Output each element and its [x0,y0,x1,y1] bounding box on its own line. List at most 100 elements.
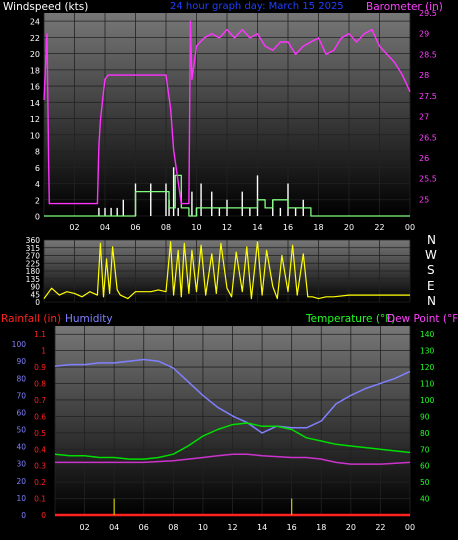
humidity-y-tick-label: 0 [21,511,26,520]
barometer-y-tick-label: 27 [419,113,429,122]
rainfall-y-tick-label: 1 [41,347,46,356]
direction-y-tick-label: 270 [26,252,41,261]
rainfall-y-tick-label: 0.8 [34,380,46,389]
chart-title: 24 hour graph day: March 15 2025 [170,1,344,12]
wind-y-tick-label: 24 [30,18,40,27]
direction-y-tick-label: 45 [30,290,40,299]
wind-x-tick-label: 08 [161,223,171,232]
humidity-y-tick-label: 20 [16,477,26,486]
temperature-y-tick-label: 140 [420,330,435,339]
rainfall-y-tick-label: 0.4 [34,445,46,454]
humidity-y-tick-label: 80 [16,374,26,383]
wind-y-tick-label: 14 [30,99,40,108]
temperature-y-tick-label: 60 [420,462,430,471]
wind-x-tick-label: 12 [222,223,232,232]
wind-y-tick-label: 0 [35,213,40,222]
barometer-line [43,20,411,205]
humidity-y-tick-label: 70 [16,391,26,400]
lower-x-tick-label: 16 [287,523,297,532]
dewpoint-line [55,453,411,465]
lower-x-tick-label: 14 [257,523,267,532]
barometer-y-tick-label: 26.5 [419,133,437,142]
wind-x-tick-label: 10 [191,223,201,232]
direction-label-s: S [427,263,435,277]
temperature-y-tick-label: 70 [420,445,430,454]
barometer-y-tick-label: 25.5 [419,175,437,184]
temperature-line [54,422,411,460]
rainfall-y-tick-label: 0.2 [34,478,46,487]
rainfall-y-tick-label: 0 [41,511,46,520]
direction-y-tick-label: 0 [35,298,40,307]
rainfall-y-tick-label: 0.6 [34,412,46,421]
humidity-y-tick-label: 10 [16,494,26,503]
temperature-axis-title: Temperature (°F) [305,313,395,325]
direction-label-e: E [427,279,435,293]
dewpoint-axis-title: Dew Point (°F) [387,313,458,325]
direction-y-tick-label: 360 [26,236,41,245]
wind-x-tick-label: 00 [405,223,415,232]
direction-y-tick-label: 135 [26,275,41,284]
wind-y-tick-label: 12 [30,115,40,124]
direction-y-tick-label: 180 [26,267,41,276]
rainfall-y-tick-label: 0.1 [34,495,46,504]
wind-y-tick-label: 20 [30,50,40,59]
temperature-y-tick-label: 110 [420,380,435,389]
humidity-line [54,358,411,434]
humidity-y-tick-label: 90 [16,357,26,366]
tick-layer: 0246810121416182022242525.52626.52727.52… [12,9,437,532]
wind-x-tick-label: 04 [100,223,110,232]
wind-y-tick-label: 18 [30,66,40,75]
lower-x-tick-label: 02 [79,523,89,532]
rainfall-y-tick-label: 0.7 [34,396,46,405]
lower-x-tick-label: 04 [109,523,119,532]
rainfall-axis-title: Rainfall (in) [1,313,61,325]
wind-y-tick-label: 22 [30,34,40,43]
gust-line [44,174,410,217]
wind-x-tick-label: 14 [252,223,262,232]
wind-x-tick-label: 22 [374,223,384,232]
lower-x-tick-label: 22 [375,523,385,532]
wind-y-tick-label: 16 [30,83,40,92]
temperature-y-tick-label: 100 [420,396,435,405]
temperature-y-tick-label: 50 [420,478,430,487]
wind-y-tick-label: 2 [35,196,40,205]
direction-y-tick-label: 225 [26,259,41,268]
wind-x-tick-label: 20 [344,223,354,232]
barometer-y-tick-label: 28 [419,71,429,80]
wind-y-tick-label: 4 [35,180,40,189]
barometer-y-tick-label: 29.5 [419,9,437,18]
humidity-y-tick-label: 50 [16,426,26,435]
lower-x-tick-label: 00 [405,523,415,532]
barometer-axis-title: Barometer (in) [366,1,443,13]
windspeed-axis-title: Windspeed (kts) [3,1,88,13]
wind-y-tick-label: 8 [35,148,40,157]
humidity-axis-title: Humidity [65,313,113,325]
rainfall-y-tick-label: 0.9 [34,363,46,372]
temperature-y-tick-label: 40 [420,495,430,504]
direction-y-tick-label: 315 [26,244,41,253]
lower-x-tick-label: 06 [139,523,149,532]
direction-y-tick-label: 90 [30,283,40,292]
rainfall-y-tick-label: 1.1 [34,330,46,339]
barometer-y-tick-label: 27.5 [419,92,437,101]
temperature-y-tick-label: 130 [420,347,435,356]
direction-label-n-top: N [427,233,436,247]
wind-x-tick-label: 18 [313,223,323,232]
barometer-y-tick-label: 26 [419,154,429,163]
direction-line [43,241,410,300]
direction-label-n-bottom: N [427,294,436,308]
wind-x-tick-label: 16 [283,223,293,232]
humidity-y-tick-label: 100 [12,340,27,349]
wind-y-tick-label: 10 [30,131,40,140]
lower-x-tick-label: 10 [198,523,208,532]
lower-x-tick-label: 12 [227,523,237,532]
lower-x-tick-label: 08 [168,523,178,532]
temperature-y-tick-label: 90 [420,412,430,421]
wind-x-tick-label: 02 [69,223,79,232]
rainfall-y-tick-label: 0.5 [34,429,46,438]
temperature-y-tick-label: 120 [420,363,435,372]
humidity-y-tick-label: 40 [16,443,26,452]
lower-x-tick-label: 20 [346,523,356,532]
wind-x-tick-label: 06 [130,223,140,232]
